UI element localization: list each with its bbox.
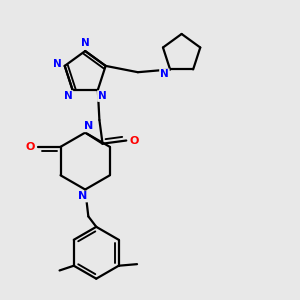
Text: O: O — [130, 136, 139, 146]
Text: N: N — [98, 91, 107, 101]
Text: N: N — [160, 69, 169, 79]
Text: N: N — [64, 91, 73, 101]
Text: N: N — [81, 38, 90, 48]
Text: N: N — [84, 121, 93, 131]
Text: O: O — [26, 142, 35, 152]
Text: N: N — [53, 58, 62, 68]
Text: N: N — [78, 191, 87, 202]
